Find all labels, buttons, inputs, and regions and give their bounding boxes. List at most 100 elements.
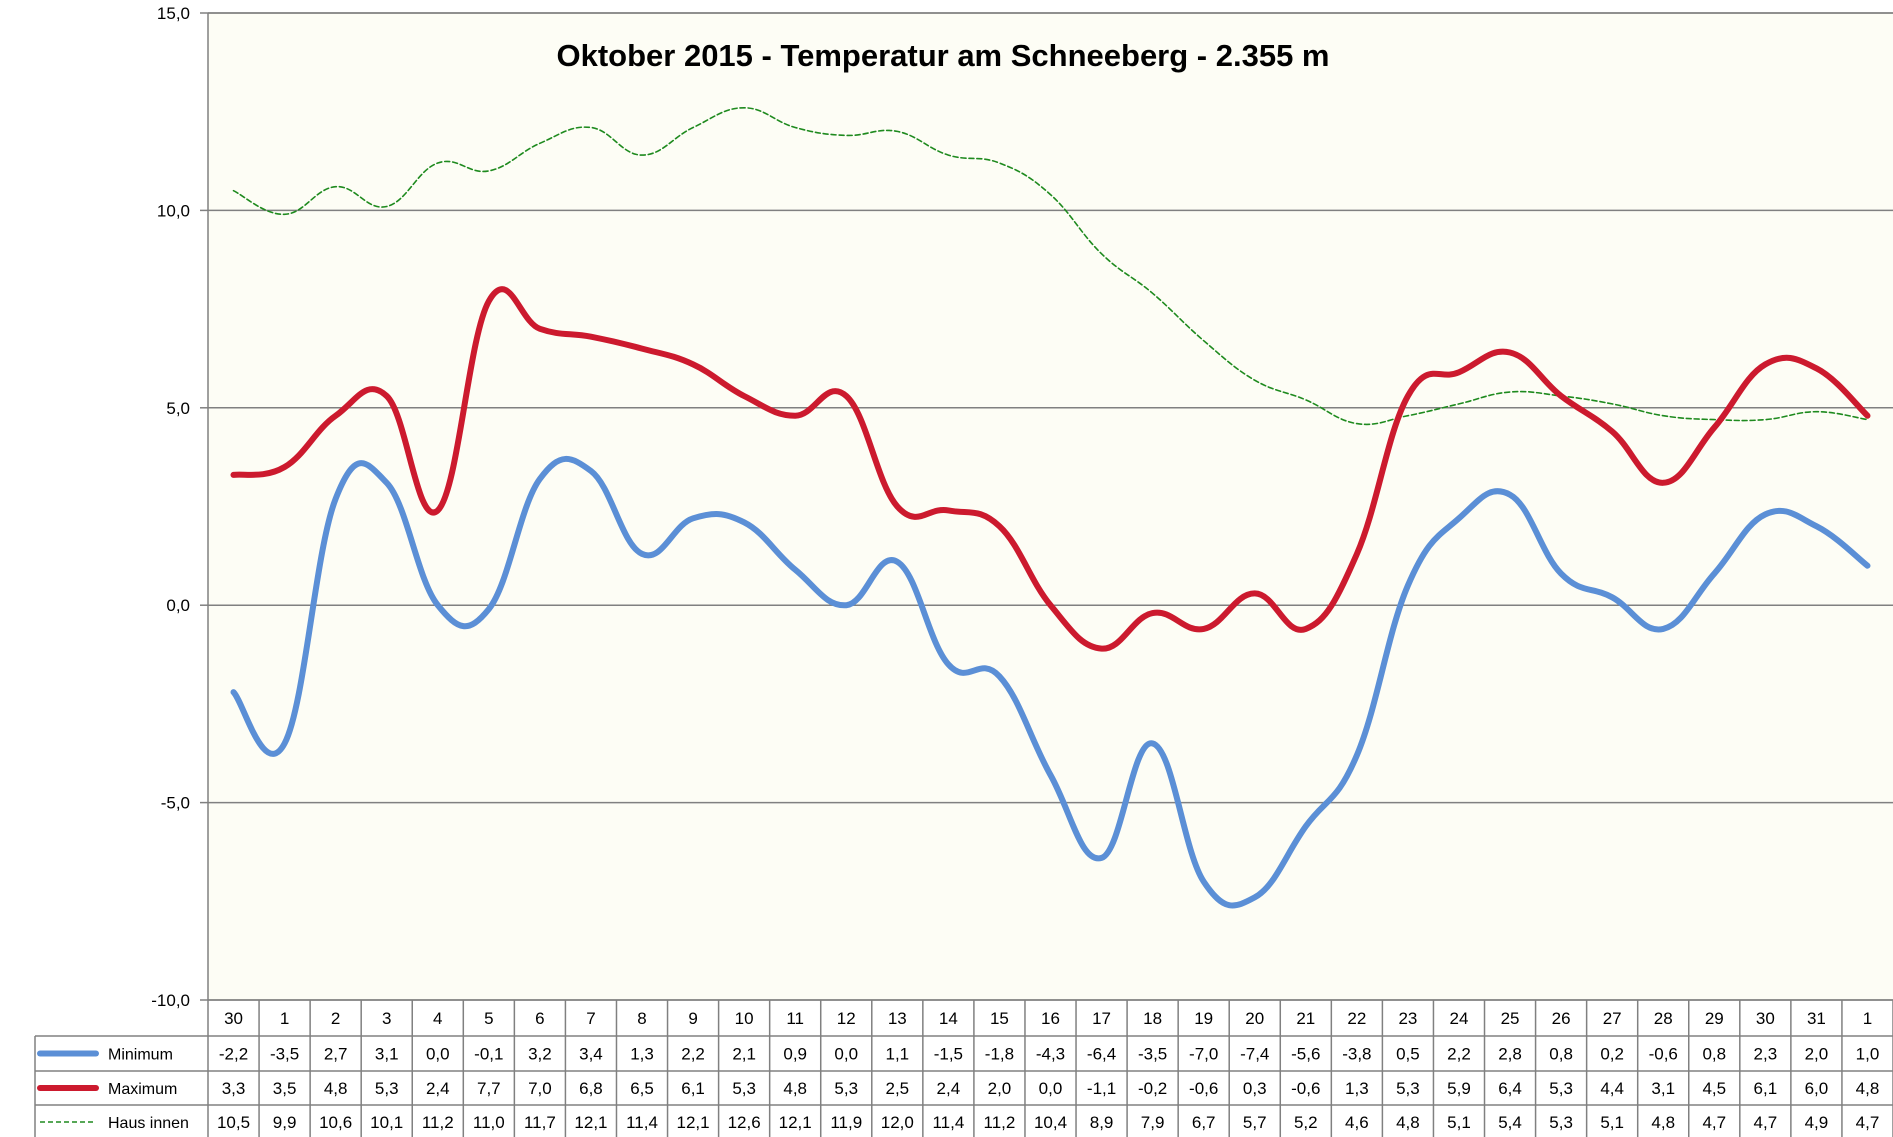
data-label: -3,5 [1138,1045,1167,1064]
data-label: 1,0 [1856,1045,1880,1064]
data-label: 8,9 [1090,1113,1114,1132]
data-label: 12,1 [677,1113,710,1132]
data-label: 0,5 [1396,1045,1420,1064]
data-label: 5,3 [1549,1113,1573,1132]
data-label: 4,7 [1856,1113,1880,1132]
data-label: 4,6 [1345,1113,1369,1132]
series-line-haus-innen [232,107,1869,426]
data-label: 12,1 [779,1113,812,1132]
x-tick-label: 29 [1705,1009,1724,1028]
data-label: 2,3 [1754,1045,1778,1064]
data-label: 11,4 [626,1113,658,1132]
data-label: -0,6 [1649,1045,1678,1064]
data-label: 2,4 [426,1079,450,1098]
y-axis: -10,0 -5,0 0,0 5,0 10,0 15,0 [151,4,208,1010]
data-label: 0,0 [1039,1079,1063,1098]
data-label: -6,4 [1087,1045,1116,1064]
data-label: 6,1 [681,1079,705,1098]
data-label: -0,6 [1291,1079,1320,1098]
data-label: 4,8 [1396,1113,1420,1132]
x-tick-label: 30 [1756,1009,1775,1028]
x-tick-label: 7 [586,1009,595,1028]
legend-label: Haus innen [108,1115,189,1132]
x-tick-label: 30 [224,1009,243,1028]
x-tick-label: 31 [1807,1009,1826,1028]
data-label: 5,3 [1396,1079,1420,1098]
data-label: 3,1 [375,1045,399,1064]
x-tick-label: 15 [990,1009,1009,1028]
x-tick-label: 20 [1245,1009,1264,1028]
data-label: 5,2 [1294,1113,1318,1132]
data-label: 3,4 [579,1045,603,1064]
data-label: 0,8 [1549,1045,1573,1064]
data-label: 3,5 [273,1079,297,1098]
data-label: 0,3 [1243,1079,1267,1098]
y-tick-label: 5,0 [166,399,190,418]
data-label: 11,2 [422,1113,454,1132]
data-label: -1,1 [1087,1079,1116,1098]
data-label: 5,1 [1600,1113,1624,1132]
x-tick-label: 11 [786,1009,804,1028]
data-label: -0,1 [474,1045,503,1064]
y-tick-label: -5,0 [161,794,190,813]
data-label: 4,8 [1651,1113,1675,1132]
data-label: 11,2 [984,1113,1016,1132]
data-label: 5,4 [1498,1113,1522,1132]
data-label: 4,5 [1702,1079,1726,1098]
x-tick-label: 26 [1552,1009,1571,1028]
x-tick-label: 21 [1296,1009,1315,1028]
x-tick-label: 22 [1347,1009,1366,1028]
data-label: -7,0 [1189,1045,1218,1064]
data-label: 2,7 [324,1045,348,1064]
data-label: 5,3 [1549,1079,1573,1098]
data-label: 10,4 [1034,1113,1067,1132]
data-label: -4,3 [1036,1045,1065,1064]
data-label: 5,3 [732,1079,756,1098]
data-label: 11,7 [524,1113,556,1132]
x-tick-label: 9 [688,1009,697,1028]
data-label: 12,0 [881,1113,914,1132]
data-label: 2,1 [732,1045,756,1064]
series-line-maximum [230,286,1871,652]
x-tick-label: 17 [1092,1009,1111,1028]
data-label: 1,1 [885,1045,909,1064]
data-label: 4,8 [1856,1079,1880,1098]
x-tick-label: 2 [331,1009,340,1028]
data-label: 0,0 [426,1045,450,1064]
data-label: 7,0 [528,1079,552,1098]
data-label: 4,9 [1805,1113,1829,1132]
data-label: 6,1 [1754,1079,1778,1098]
series-lines [230,107,1871,909]
data-label: 4,7 [1754,1113,1778,1132]
series-line-minimum [230,456,1871,909]
data-label: 10,5 [217,1113,250,1132]
data-label: 2,4 [937,1079,961,1098]
x-tick-label: 1 [1863,1009,1872,1028]
x-tick-label: 8 [637,1009,646,1028]
data-label: 0,2 [1600,1045,1624,1064]
y-tick-label: 15,0 [157,4,190,23]
data-label: -2,2 [219,1045,248,1064]
legend-label: Maximum [108,1081,177,1098]
data-label: -1,8 [985,1045,1014,1064]
chart-title: Oktober 2015 - Temperatur am Schneeberg … [556,38,1329,73]
x-tick-label: 5 [484,1009,493,1028]
data-label: 3,1 [1651,1079,1675,1098]
x-tick-label: 18 [1143,1009,1162,1028]
data-table: 30 1 2 3 4 5 6 7 8 9 10 11 12 13 14 15 16 17 18 19 20 21 22 23 2… [34,999,1893,1137]
y-tick-label: 0,0 [166,596,190,615]
data-label: 0,0 [834,1045,858,1064]
data-label: 2,2 [681,1045,705,1064]
data-label: -3,5 [270,1045,299,1064]
x-tick-label: 24 [1450,1009,1469,1028]
data-label: 2,0 [1805,1045,1829,1064]
data-label: 12,1 [574,1113,607,1132]
data-label: 2,8 [1498,1045,1522,1064]
data-label: 6,0 [1805,1079,1829,1098]
data-label: -3,8 [1342,1045,1371,1064]
x-tick-label: 4 [433,1009,442,1028]
data-label: 10,1 [370,1113,403,1132]
y-tick-label: -10,0 [151,991,190,1010]
data-label: 1,3 [630,1045,654,1064]
x-tick-label: 14 [939,1009,958,1028]
